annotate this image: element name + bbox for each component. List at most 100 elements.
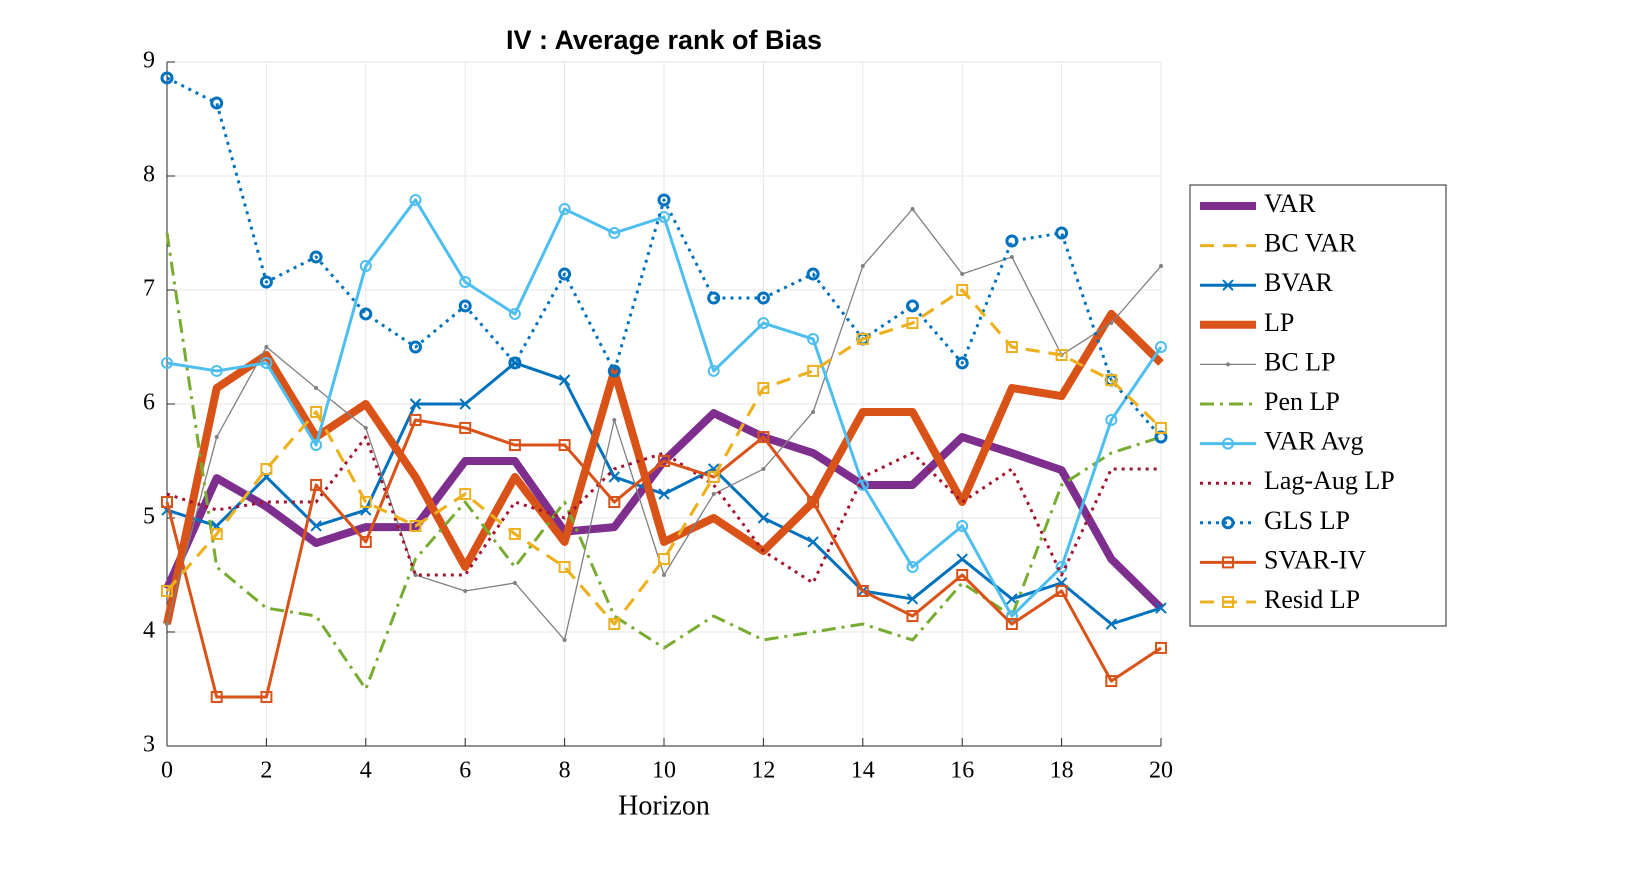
series-line: [165, 232, 1162, 691]
series-marker: [707, 364, 720, 377]
series-marker: [558, 439, 571, 452]
legend-label: BC LP: [1264, 347, 1336, 376]
series-marker: [757, 431, 770, 444]
series-marker: [711, 492, 716, 497]
series-line: [165, 418, 1162, 699]
series-marker: [1055, 584, 1068, 597]
series-marker: [612, 417, 617, 422]
chart-title: IV : Average rank of Bias: [506, 25, 822, 55]
series-marker: [1105, 413, 1118, 426]
series-marker: [807, 333, 820, 346]
series-marker: [161, 584, 173, 597]
series-marker: [1155, 602, 1167, 614]
series-marker: [508, 356, 522, 370]
series-marker: [359, 535, 372, 548]
series-marker: [310, 478, 323, 491]
x-tick-label: 2: [260, 758, 272, 784]
series-line: [166, 76, 1163, 439]
series-marker: [906, 317, 919, 330]
series-marker: [607, 364, 621, 378]
legend-marker: [1222, 279, 1234, 291]
series-marker: [608, 227, 621, 239]
series-marker: [1005, 234, 1019, 248]
series-marker: [1009, 254, 1014, 259]
series-marker: [310, 439, 323, 452]
series-marker: [558, 374, 571, 386]
series-marker: [210, 96, 224, 110]
x-tick-label: 20: [1149, 758, 1173, 784]
series-marker: [956, 553, 968, 565]
series-marker: [459, 488, 472, 501]
series-line: [166, 198, 1163, 618]
series-marker: [508, 527, 521, 540]
series-marker: [1155, 421, 1167, 434]
legend-label: VAR: [1264, 189, 1316, 218]
legend-label: Pen LP: [1264, 387, 1340, 416]
series-marker: [459, 421, 472, 434]
series-marker: [309, 250, 323, 264]
series-marker: [1105, 675, 1118, 688]
series-marker: [409, 519, 422, 532]
series-marker: [1006, 593, 1018, 605]
series-marker: [707, 291, 721, 305]
series-marker: [310, 520, 322, 532]
legend-marker: [1222, 437, 1234, 450]
series-marker: [910, 207, 915, 212]
series-marker: [856, 333, 869, 346]
series-marker: [657, 193, 671, 207]
legend-marker: [1221, 516, 1235, 530]
series-marker: [955, 356, 969, 370]
series-marker: [756, 291, 770, 305]
series-marker: [807, 364, 820, 377]
series-marker: [260, 356, 273, 369]
series-marker: [409, 193, 422, 206]
y-tick-label: 4: [143, 618, 155, 644]
legend-label: GLS LP: [1264, 506, 1350, 535]
series-marker: [807, 496, 820, 509]
series-marker: [906, 299, 919, 313]
series-marker: [458, 299, 472, 313]
series-marker: [359, 496, 372, 509]
series-marker: [310, 405, 323, 418]
series-marker: [1005, 610, 1018, 623]
series-marker: [757, 512, 770, 524]
legend-label: VAR Avg: [1264, 427, 1363, 456]
x-tick-label: 4: [360, 758, 372, 784]
series-marker: [210, 527, 223, 540]
legend-label: BC VAR: [1264, 229, 1357, 258]
legend-marker: [1226, 362, 1230, 367]
series-marker: [413, 573, 418, 577]
series-marker: [658, 553, 670, 566]
series-marker: [860, 264, 865, 269]
series-marker: [806, 267, 820, 281]
series-marker: [1005, 341, 1018, 353]
series-marker: [658, 488, 670, 500]
series-marker: [210, 690, 223, 703]
series-marker: [508, 439, 521, 452]
series-marker: [260, 462, 273, 475]
series-marker: [459, 276, 472, 289]
series-marker: [956, 284, 969, 296]
series-marker: [558, 561, 571, 574]
series-marker: [1055, 226, 1069, 240]
series-marker: [811, 409, 816, 414]
series-marker: [512, 580, 517, 585]
x-axis-label: Horizon: [618, 790, 710, 821]
series-marker: [658, 211, 670, 224]
legend-label: SVAR-IV: [1264, 545, 1366, 574]
y-tick-label: 8: [143, 162, 155, 188]
series-line: [163, 309, 1164, 625]
series-marker: [956, 569, 969, 581]
legend-label: Lag-Aug LP: [1264, 466, 1395, 495]
series-marker: [608, 618, 621, 631]
series-marker: [463, 588, 468, 593]
series-marker: [761, 466, 766, 471]
series-marker: [757, 317, 770, 330]
series-marker: [409, 398, 422, 410]
series-marker: [259, 275, 273, 289]
series-marker: [359, 260, 372, 273]
y-tick-label: 6: [143, 390, 155, 416]
y-tick-label: 3: [143, 732, 155, 758]
series-marker: [558, 267, 572, 281]
series-marker: [1055, 348, 1068, 361]
